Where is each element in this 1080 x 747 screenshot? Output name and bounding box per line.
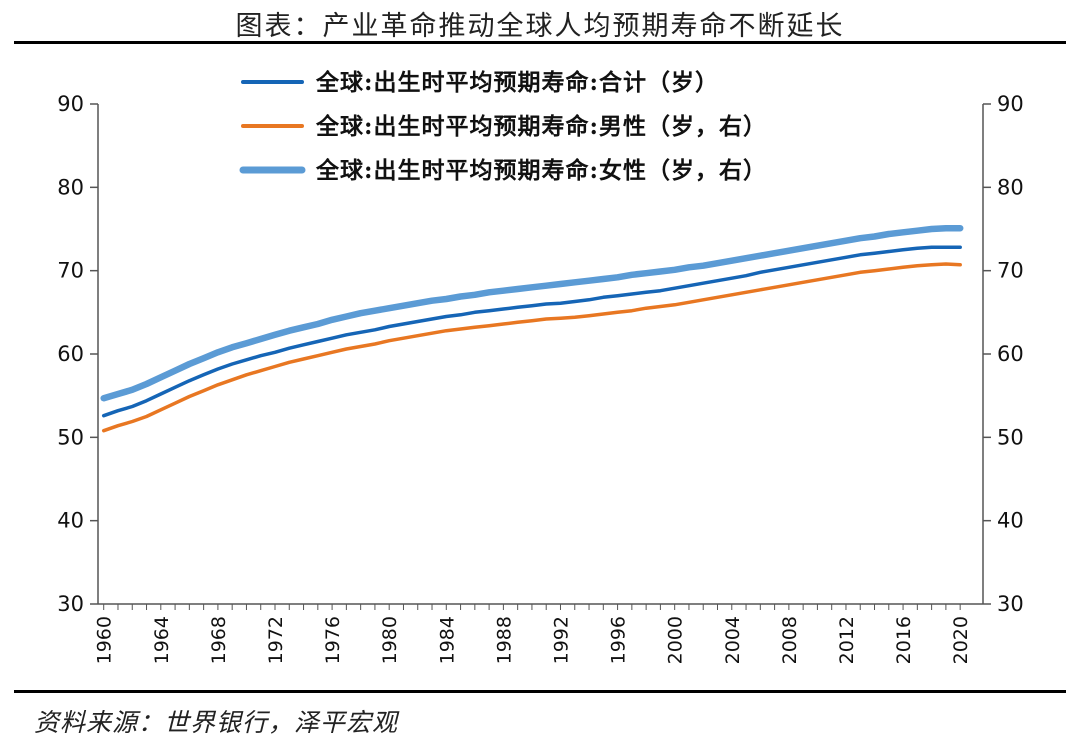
series-line-male: [101, 262, 962, 433]
y-tick-label-left: 30: [57, 592, 84, 616]
y-tick-label-right: 80: [997, 175, 1024, 199]
legend-item-total-label: 全球:出生时平均预期寿命:合计（岁）: [315, 69, 719, 96]
y-tick-label-left: 90: [57, 92, 84, 116]
x-tick-label: 1972: [265, 616, 287, 664]
chart-title: 图表：产业革命推动全球人均预期寿命不断延长: [235, 11, 845, 42]
line-chart: 30 40 50 60 70 80 90 30 40 50 60 70 80 90 1960 1964 1968…: [57, 69, 1023, 664]
y-tick-label-left: 50: [57, 425, 84, 449]
x-tick-label: 1996: [608, 616, 630, 664]
y-tick-label-right: 90: [997, 92, 1024, 116]
x-tick-label: 1980: [379, 616, 401, 664]
legend-item-female-label: 全球:出生时平均预期寿命:女性（岁，右）: [315, 157, 767, 184]
x-tick-label: 2012: [836, 616, 858, 664]
x-tick-label: 2020: [950, 616, 972, 664]
x-tick-label: 1988: [493, 616, 515, 664]
y-tick-label-right: 60: [997, 342, 1024, 366]
y-tick-label-right: 70: [997, 259, 1024, 283]
y-tick-label-right: 50: [997, 425, 1024, 449]
x-tick-label: 1976: [322, 616, 344, 664]
chart-axes: 30 40 50 60 70 80 90 30 40 50 60 70 80 90 1960 1964 1968…: [57, 92, 1023, 664]
x-tick-label: 1964: [151, 616, 173, 664]
y-tick-label-right: 30: [997, 592, 1024, 616]
x-tick-label: 2008: [779, 616, 801, 664]
source-note: 资料来源：世界银行，泽平宏观: [34, 708, 399, 737]
bottom-divider: [14, 690, 1066, 693]
top-divider: [14, 41, 1066, 44]
x-tick-label: 2016: [893, 616, 915, 664]
x-tick-label: 1968: [208, 616, 230, 664]
y-tick-label-left: 60: [57, 342, 84, 366]
series-line-female: [100, 224, 964, 402]
y-tick-label-right: 40: [997, 509, 1024, 533]
legend-item-male-label: 全球:出生时平均预期寿命:男性（岁，右）: [315, 113, 767, 140]
series-line-total: [101, 245, 962, 418]
y-tick-label-left: 80: [57, 175, 84, 199]
y-tick-label-left: 70: [57, 259, 84, 283]
x-tick-label: 1992: [550, 616, 572, 664]
x-tick-label: 1960: [94, 616, 116, 664]
y-tick-label-left: 40: [57, 509, 84, 533]
chart-legend: 全球:出生时平均预期寿命:合计（岁） 全球:出生时平均预期寿命:男性（岁，右） 全球…: [239, 69, 767, 184]
chart-series-lines: [100, 224, 964, 433]
x-tick-label: 2004: [722, 616, 744, 664]
x-tick-label: 1984: [436, 616, 458, 664]
x-tick-label: 2000: [665, 616, 687, 664]
